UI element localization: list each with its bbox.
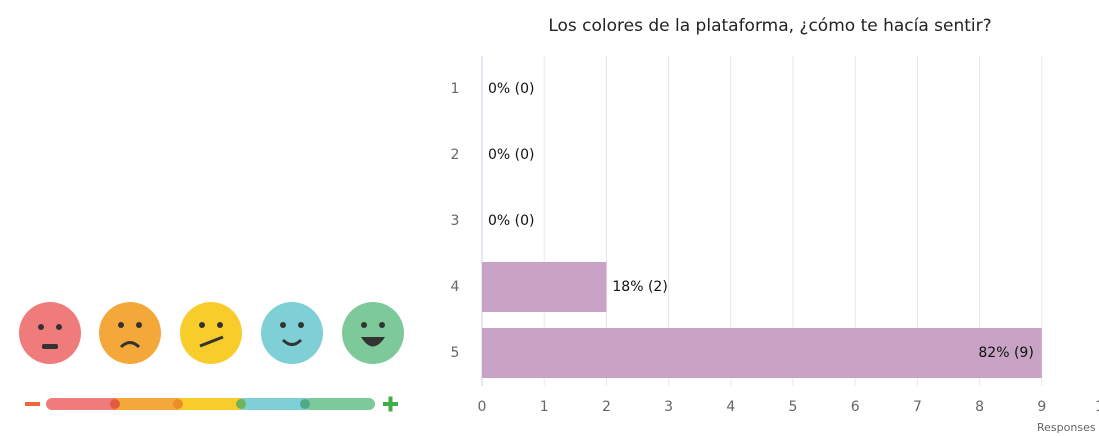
x-tick-label: 9 — [1037, 399, 1046, 415]
x-tick-label: 10 — [1095, 399, 1099, 415]
x-axis-label: Responses — [1037, 421, 1096, 434]
bar — [482, 262, 607, 312]
data-label: 0% (0) — [488, 147, 535, 163]
bar — [482, 328, 1042, 378]
x-tick-label: 0 — [478, 399, 487, 415]
x-tick-label: 1 — [540, 399, 549, 415]
x-tick-label: 6 — [851, 399, 860, 415]
emoji-scale — [19, 302, 404, 412]
data-label: 0% (0) — [488, 213, 535, 229]
x-tick-label: 7 — [913, 399, 922, 415]
data-label: 82% (9) — [978, 345, 1033, 361]
y-tick-label: 3 — [451, 213, 460, 229]
y-tick-label: 5 — [451, 345, 460, 361]
y-tick-label: 1 — [451, 81, 460, 97]
x-tick-label: 5 — [789, 399, 798, 415]
x-tick-label: 4 — [726, 399, 735, 415]
x-tick-label: 8 — [975, 399, 984, 415]
y-tick-label: 4 — [451, 279, 460, 295]
x-tick-label: 3 — [664, 399, 673, 415]
x-tick-label: 2 — [602, 399, 611, 415]
y-tick-label: 2 — [451, 147, 460, 163]
data-label: 18% (2) — [612, 279, 667, 295]
chart-title: Los colores de la plataforma, ¿cómo te h… — [548, 16, 991, 36]
data-label: 0% (0) — [488, 81, 535, 97]
